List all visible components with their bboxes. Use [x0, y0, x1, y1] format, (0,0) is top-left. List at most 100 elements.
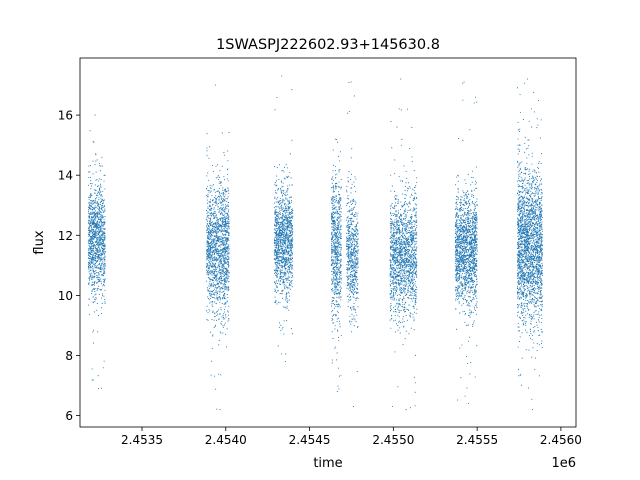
- data-point: [284, 225, 286, 228]
- data-point: [220, 282, 222, 284]
- data-point: [286, 261, 288, 263]
- data-point: [225, 303, 227, 305]
- data-point: [278, 221, 280, 223]
- data-point: [220, 243, 222, 246]
- data-point: [291, 199, 293, 201]
- data-point: [219, 252, 221, 254]
- data-point: [355, 229, 357, 231]
- data-point: [215, 298, 217, 300]
- data-point: [217, 280, 219, 282]
- data-point: [340, 215, 342, 217]
- data-point: [337, 304, 339, 306]
- data-point: [274, 239, 276, 241]
- data-point: [220, 332, 222, 334]
- data-point: [225, 270, 227, 273]
- data-point: [281, 227, 283, 229]
- data-point: [340, 199, 342, 201]
- data-point: [225, 237, 227, 239]
- data-point: [213, 258, 215, 260]
- data-point: [89, 202, 91, 204]
- data-point: [280, 181, 283, 183]
- data-point: [211, 221, 214, 223]
- data-point: [211, 195, 213, 197]
- data-point: [93, 276, 95, 278]
- data-point: [278, 249, 280, 251]
- data-point: [282, 281, 284, 283]
- data-point: [228, 258, 230, 260]
- data-point: [335, 293, 337, 295]
- data-point: [210, 360, 213, 362]
- data-point: [346, 236, 348, 238]
- data-point: [88, 252, 91, 254]
- data-point: [281, 75, 283, 77]
- data-point: [276, 236, 278, 238]
- data-point: [207, 269, 210, 271]
- data-point: [276, 175, 278, 177]
- data-point: [100, 165, 102, 167]
- data-point: [90, 180, 92, 182]
- data-point: [90, 249, 92, 251]
- data-point: [226, 247, 228, 249]
- data-point: [331, 303, 333, 305]
- data-point: [99, 277, 101, 279]
- data-point: [337, 224, 339, 226]
- data-point: [98, 259, 100, 261]
- data-point: [97, 288, 99, 290]
- data-point: [335, 278, 337, 280]
- data-point: [279, 283, 281, 286]
- data-point: [276, 167, 278, 169]
- data-point: [330, 243, 333, 245]
- data-point: [94, 265, 96, 267]
- data-point: [275, 240, 277, 242]
- data-point: [97, 237, 99, 239]
- data-point: [98, 246, 100, 249]
- data-point: [280, 236, 282, 238]
- data-point: [284, 244, 286, 246]
- data-point: [332, 199, 334, 201]
- data-point: [356, 218, 358, 220]
- data-point: [216, 270, 218, 272]
- data-point: [100, 264, 102, 267]
- data-point: [214, 191, 216, 193]
- data-point: [274, 183, 276, 185]
- data-point: [102, 227, 104, 229]
- data-point: [290, 243, 293, 245]
- data-point: [211, 280, 213, 282]
- data-point: [285, 297, 287, 299]
- data-point: [206, 133, 208, 135]
- data-point: [210, 301, 212, 303]
- data-point: [222, 294, 224, 296]
- data-point: [218, 295, 220, 298]
- data-point: [100, 185, 102, 187]
- data-point: [357, 260, 359, 262]
- data-point: [94, 275, 96, 277]
- data-point: [212, 164, 214, 166]
- data-point: [287, 262, 289, 264]
- data-point: [228, 289, 230, 291]
- data-point: [223, 324, 226, 326]
- data-point: [339, 215, 341, 217]
- data-point: [214, 279, 216, 281]
- data-point: [288, 299, 290, 301]
- data-point: [206, 254, 208, 256]
- data-point: [98, 232, 100, 234]
- data-point: [348, 293, 350, 295]
- data-point: [355, 178, 357, 180]
- data-point: [276, 235, 278, 237]
- data-point: [221, 196, 223, 198]
- data-point: [221, 244, 223, 246]
- data-point: [219, 244, 221, 246]
- data-point: [340, 219, 342, 221]
- data-point: [225, 239, 227, 241]
- data-point: [332, 271, 334, 273]
- data-point: [220, 207, 222, 209]
- data-point: [209, 245, 211, 247]
- data-point: [348, 198, 350, 200]
- data-point: [287, 167, 289, 169]
- data-point: [92, 173, 94, 175]
- data-point: [97, 331, 99, 333]
- data-point: [90, 218, 92, 220]
- data-point: [103, 248, 105, 250]
- data-point: [227, 277, 229, 279]
- data-point: [90, 230, 92, 232]
